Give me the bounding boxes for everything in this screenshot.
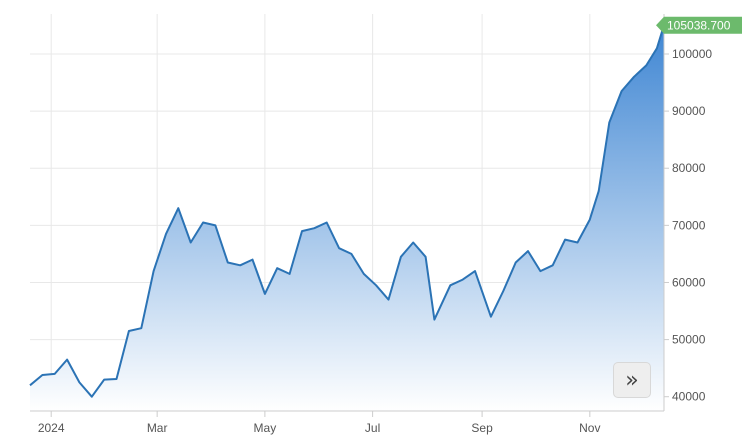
y-tick-label: 80000	[672, 161, 706, 175]
chevron-double-right-icon: »	[625, 367, 639, 393]
x-tick-label: Jul	[365, 421, 380, 435]
x-tick-label: 2024	[38, 421, 65, 435]
x-axis-ticks: 2024 Mar May Jul Sep Nov	[38, 411, 600, 435]
y-axis-ticks: 40000 50000 60000 70000 80000 90000 100000	[664, 47, 712, 404]
y-tick-label: 90000	[672, 104, 706, 118]
y-tick-label: 60000	[672, 275, 706, 289]
y-tick-label: 100000	[672, 47, 712, 61]
y-tick-label: 40000	[672, 390, 706, 404]
scroll-to-latest-button[interactable]: »	[613, 362, 651, 398]
last-price-badge: 105038.700	[656, 16, 742, 34]
price-line-layer	[29, 24, 665, 398]
x-tick-label: Nov	[579, 421, 600, 435]
y-tick-label: 50000	[672, 333, 706, 347]
axes	[30, 14, 665, 412]
last-price-badge-shape	[656, 16, 742, 34]
x-tick-label: May	[254, 421, 277, 435]
y-tick-label: 70000	[672, 218, 706, 232]
price-area	[30, 25, 664, 411]
area-fill	[30, 25, 664, 411]
x-tick-label: Mar	[147, 421, 168, 435]
x-tick-label: Sep	[471, 421, 493, 435]
last-price-label: 105038.700	[667, 19, 731, 33]
